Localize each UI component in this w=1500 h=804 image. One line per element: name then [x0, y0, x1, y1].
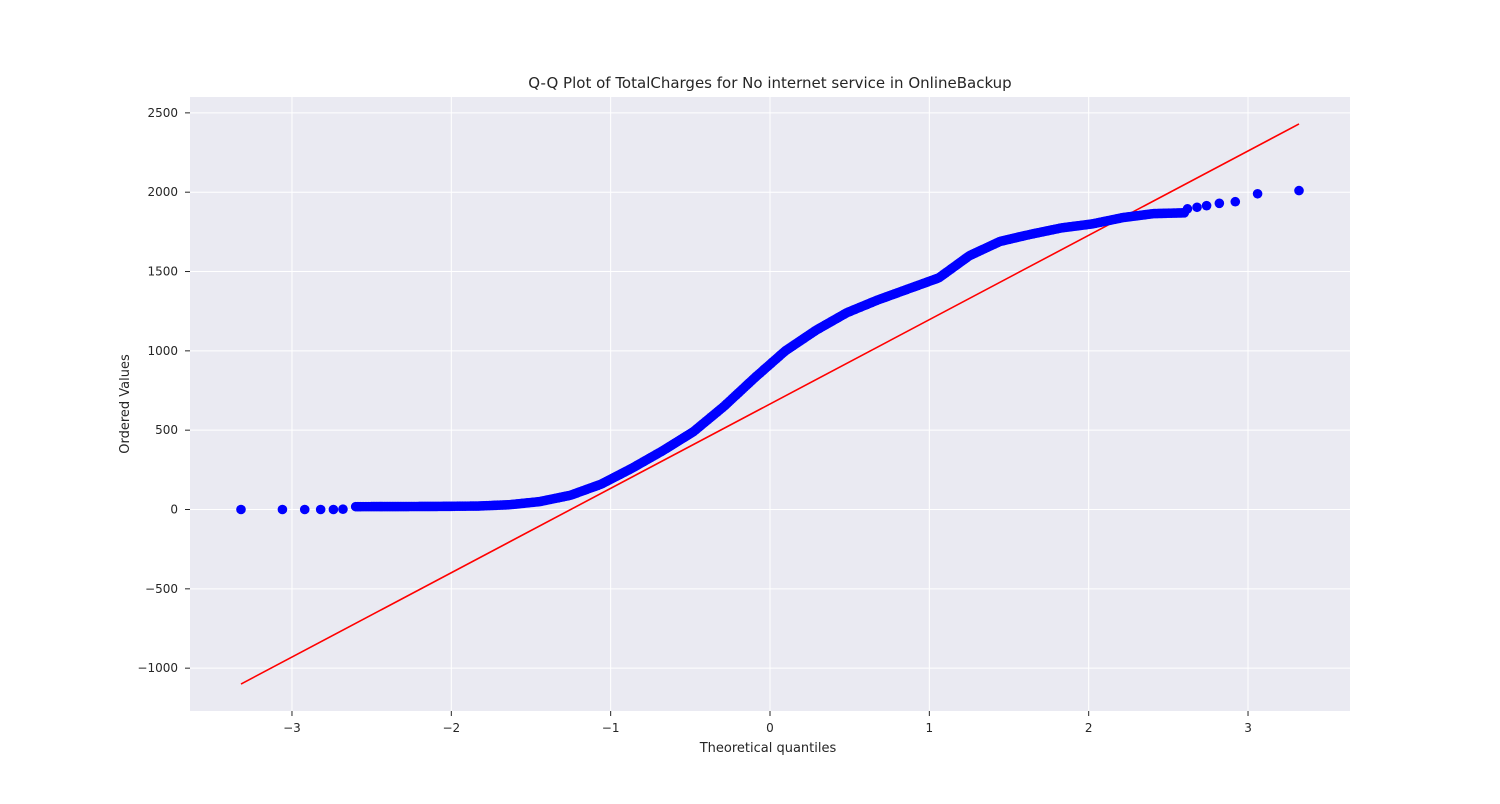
x-axis-ticks: −3 −2 −1 0 1 2 3 [283, 711, 1252, 735]
x-tick-label: 2 [1085, 721, 1093, 735]
x-tick-label: −3 [283, 721, 301, 735]
y-tick-label: −500 [145, 582, 178, 596]
data-point [1294, 185, 1304, 196]
data-point [236, 504, 246, 515]
x-axis-label: Theoretical quantiles [699, 741, 837, 756]
y-tick-label: 500 [155, 423, 178, 437]
y-tick-label: −1000 [137, 661, 178, 675]
y-tick-label: 2000 [147, 185, 178, 199]
data-point [338, 504, 348, 514]
chart-title: Q-Q Plot of TotalCharges for No internet… [528, 74, 1011, 92]
data-point [1214, 198, 1225, 209]
y-tick-label: 2500 [147, 106, 178, 120]
data-point [328, 504, 339, 515]
data-point [1201, 200, 1212, 211]
data-point [1182, 204, 1193, 214]
data-point [1192, 202, 1202, 213]
x-tick-label: 3 [1244, 721, 1252, 735]
grid [190, 97, 1350, 711]
y-tick-label: 1000 [147, 344, 178, 358]
data-point [315, 504, 326, 515]
data-point [299, 504, 310, 515]
y-axis-label: Ordered Values [118, 354, 133, 454]
x-tick-label: 0 [766, 721, 774, 735]
data-point [1230, 196, 1241, 207]
y-axis-ticks: −1000 −500 0 500 1000 1500 2000 2500 [137, 106, 190, 675]
data-point [1252, 188, 1263, 199]
data-point [277, 504, 288, 515]
y-tick-label: 0 [170, 503, 178, 517]
data-points [236, 185, 1304, 515]
x-tick-label: −2 [442, 721, 460, 735]
x-tick-label: 1 [926, 721, 934, 735]
y-tick-label: 1500 [147, 265, 178, 279]
x-tick-label: −1 [602, 721, 620, 735]
